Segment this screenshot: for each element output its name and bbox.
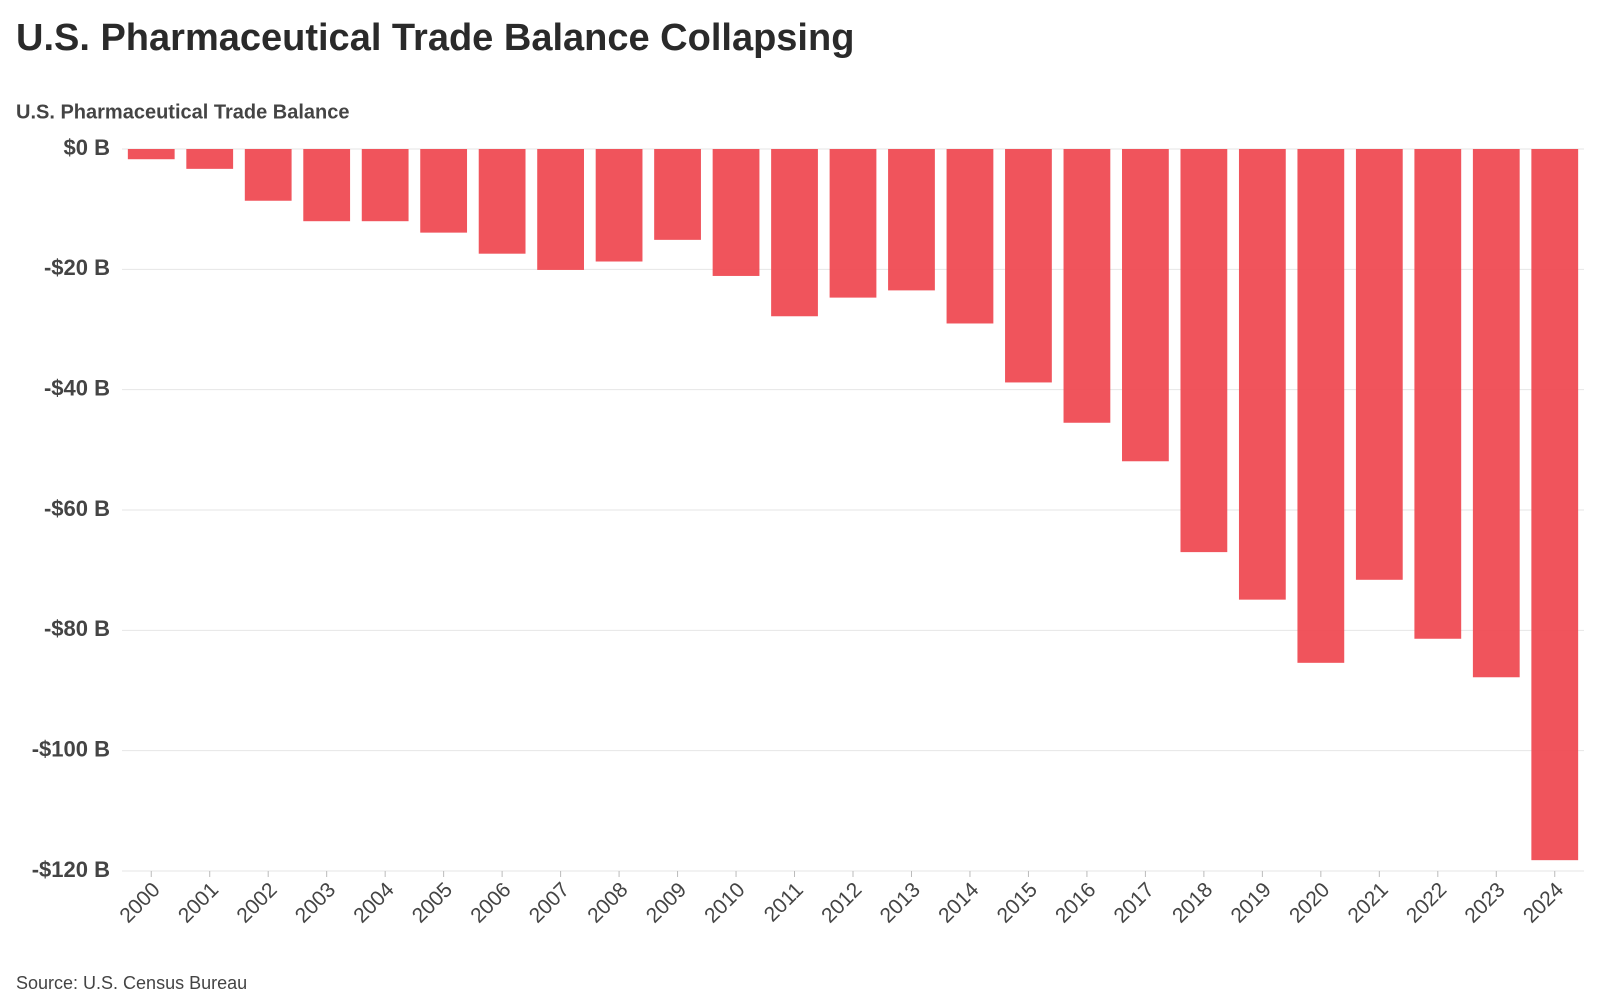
y-tick-label: -$20 B [44, 255, 110, 280]
bar [1238, 149, 1286, 600]
y-tick-label: $0 B [64, 135, 110, 160]
x-tick-label: 2005 [408, 878, 457, 927]
bar [420, 149, 468, 233]
bar [186, 149, 234, 169]
y-tick-label: -$40 B [44, 375, 110, 400]
bar [1531, 149, 1579, 861]
bar [595, 149, 643, 262]
x-tick-label: 2012 [817, 878, 866, 927]
bar [1063, 149, 1111, 423]
x-tick-label: 2020 [1285, 878, 1334, 927]
x-tick-label: 2003 [291, 878, 340, 927]
bar [1297, 149, 1345, 663]
bar [303, 149, 351, 222]
source: Source: U.S. Census Bureau [16, 973, 247, 993]
x-tick-label: 2015 [993, 878, 1042, 927]
x-tick-label: 2001 [174, 878, 223, 927]
bar [712, 149, 760, 276]
y-tick-label: -$60 B [44, 496, 110, 521]
x-tick-label: 2018 [1168, 878, 1217, 927]
y-tick-label: -$120 B [32, 857, 110, 882]
x-tick-label: 2019 [1227, 878, 1276, 927]
y-tick-label: -$100 B [32, 736, 110, 761]
bar [946, 149, 994, 324]
bar [829, 149, 877, 298]
chart-title: U.S. Pharmaceutical Trade Balance Collap… [16, 17, 854, 59]
x-tick-label: 2004 [349, 878, 399, 928]
bar [771, 149, 818, 317]
x-tick-label: 2006 [466, 878, 515, 927]
x-tick-label: 2023 [1460, 878, 1509, 927]
x-tick-label: 2008 [583, 878, 632, 927]
x-tick-label: 2007 [525, 878, 574, 927]
bar [1355, 149, 1403, 580]
bar [1414, 149, 1462, 639]
axis-title: U.S. Pharmaceutical Trade Balance [16, 101, 350, 123]
bar [478, 149, 526, 254]
x-tick-label: 2024 [1519, 878, 1569, 928]
x-tick-label: 2000 [115, 878, 164, 927]
x-tick-label: 2009 [642, 878, 691, 927]
x-tick-label: 2014 [934, 878, 984, 928]
bar [1005, 149, 1052, 383]
x-tick-label: 2016 [1051, 878, 1100, 927]
x-tick-label: 2022 [1402, 878, 1451, 927]
y-tick-label: -$80 B [44, 616, 110, 641]
bar [361, 149, 409, 222]
x-tick-label: 2013 [876, 878, 925, 927]
bar [244, 149, 292, 201]
x-tick-label: 2021 [1343, 878, 1392, 927]
x-tick-label: 2010 [700, 878, 749, 927]
bar [1472, 149, 1520, 678]
x-tick-label: 2002 [232, 878, 281, 927]
x-tick-label: 2017 [1110, 878, 1159, 927]
bar [127, 149, 175, 160]
bar [1180, 149, 1228, 553]
bar [888, 149, 935, 291]
x-tick-label: 2011 [760, 878, 808, 926]
bar [654, 149, 701, 240]
bar [1122, 149, 1169, 462]
bar [537, 149, 584, 270]
